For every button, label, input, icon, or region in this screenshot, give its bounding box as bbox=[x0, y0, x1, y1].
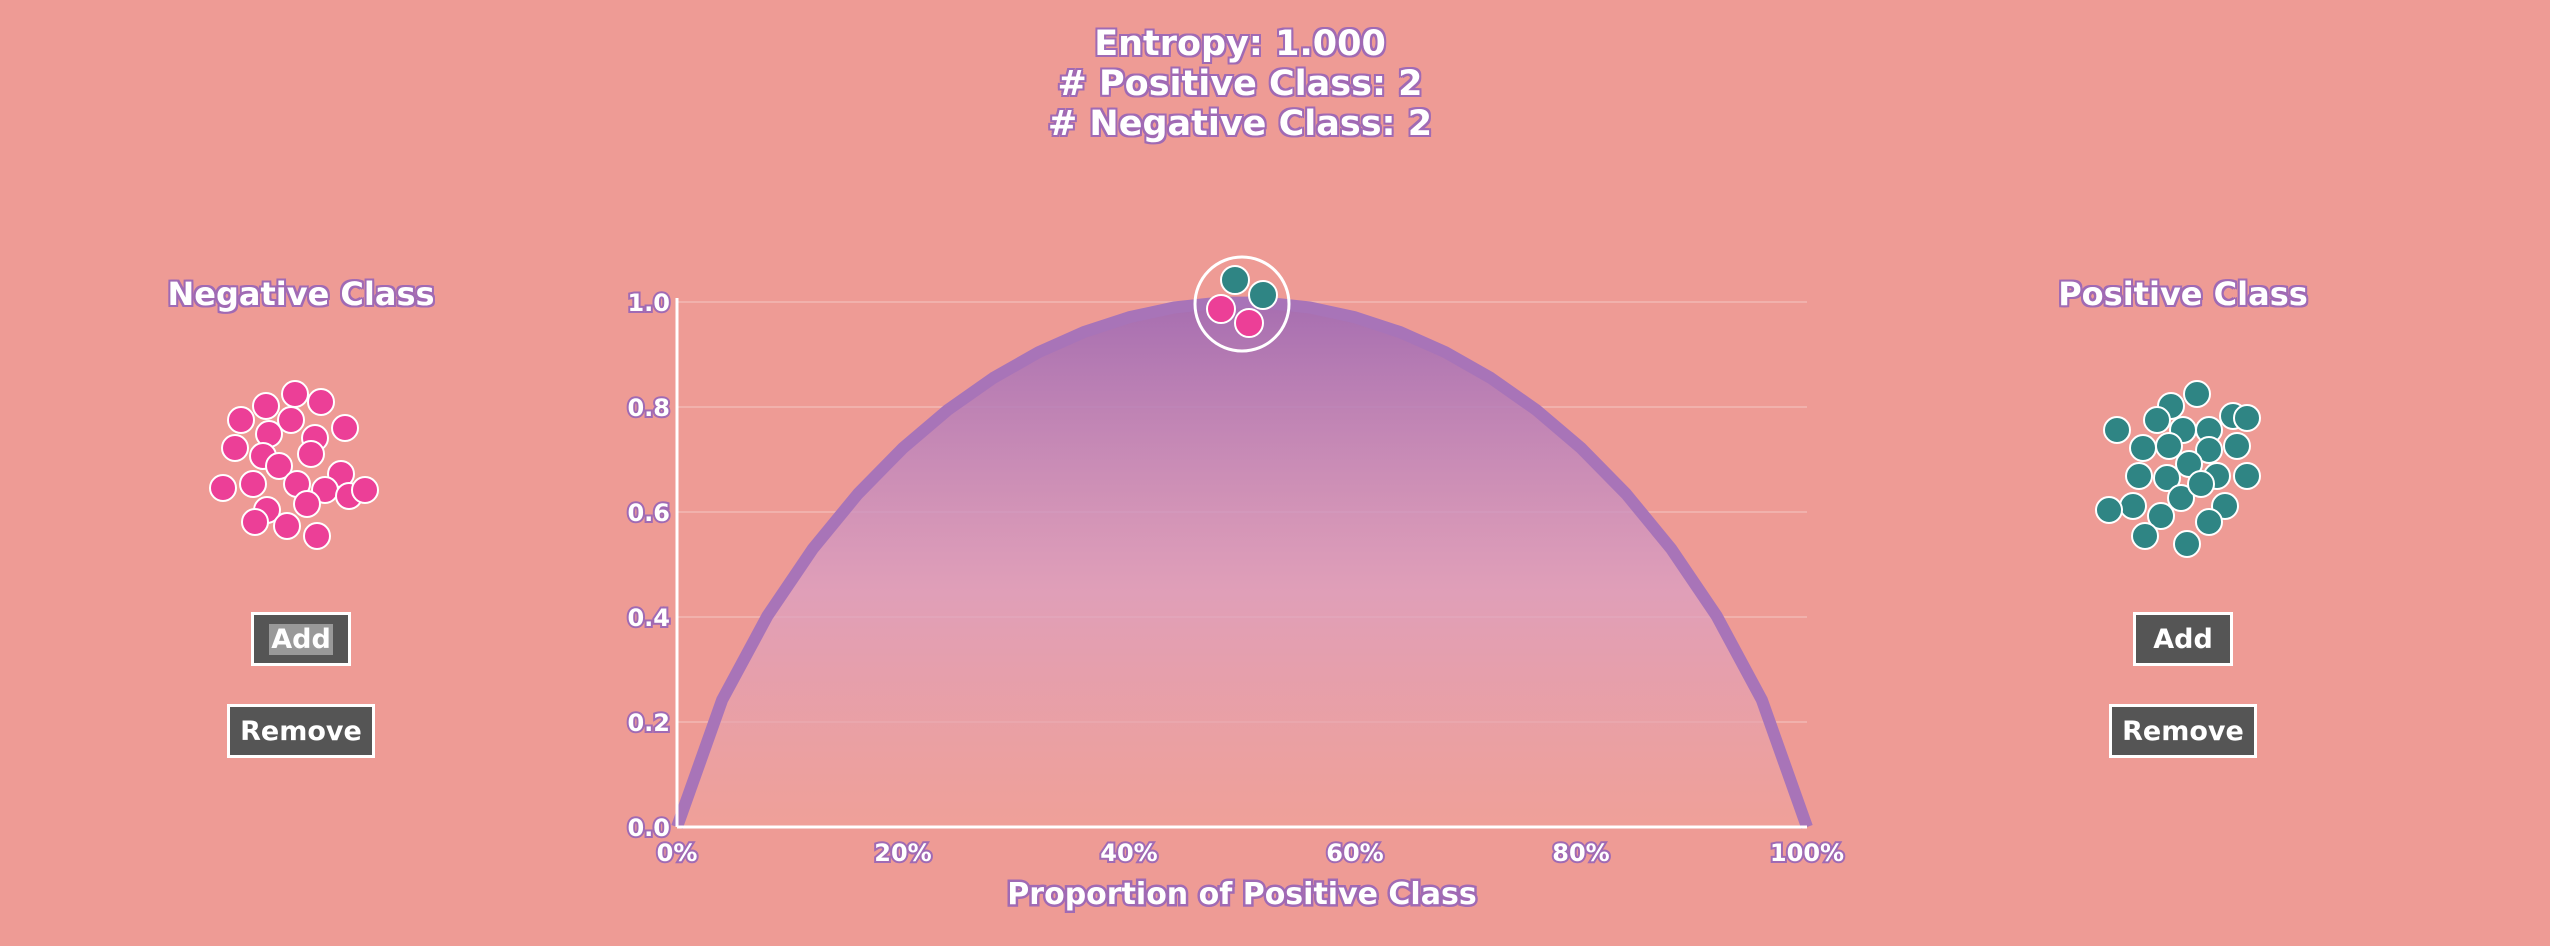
negative-class-ball bbox=[221, 434, 249, 462]
current-point-marker[interactable] bbox=[1193, 255, 1291, 353]
positive-add-button[interactable]: Add bbox=[2133, 612, 2233, 666]
x-tick-label: 0% bbox=[657, 839, 698, 867]
y-tick-label: 0.6 bbox=[627, 499, 670, 527]
negative-class-ball bbox=[241, 508, 269, 536]
entropy-chart: 0.0 0.2 0.4 0.6 0.8 1.0 0% 20% 40% 60% 80% 100% Pr… bbox=[625, 255, 1846, 915]
negative-class-ball bbox=[239, 470, 267, 498]
positive-class-ball bbox=[2167, 484, 2195, 512]
negative-class-ball bbox=[303, 522, 331, 550]
positive-class-ball bbox=[2173, 530, 2201, 558]
negative-add-label: Add bbox=[269, 623, 333, 655]
negative-class-ball bbox=[297, 440, 325, 468]
marker-negative-ball bbox=[1206, 294, 1236, 324]
entropy-header: Entropy: 1.000 # Positive Class: 2 # Neg… bbox=[0, 24, 2480, 144]
positive-remove-button[interactable]: Remove bbox=[2109, 704, 2257, 758]
positive-class-ball bbox=[2095, 496, 2123, 524]
negative-class-ball bbox=[307, 388, 335, 416]
y-tick-labels: 0.0 0.2 0.4 0.6 0.8 1.0 bbox=[625, 287, 672, 844]
negative-remove-button[interactable]: Remove bbox=[227, 704, 375, 758]
negative-count: # Negative Class: 2 bbox=[1047, 104, 1433, 144]
x-tick-labels: 0% 20% 40% 60% 80% 100% bbox=[655, 837, 1846, 869]
x-axis-title: Proportion of Positive Class bbox=[1007, 877, 1476, 912]
positive-class-ball bbox=[2233, 462, 2261, 490]
positive-class-ball bbox=[2183, 380, 2211, 408]
negative-class-ball bbox=[281, 380, 309, 408]
negative-class-ball bbox=[293, 490, 321, 518]
x-tick-label: 100% bbox=[1770, 839, 1844, 867]
entropy-curve bbox=[671, 296, 1813, 830]
x-tick-label: 80% bbox=[1552, 839, 1609, 867]
x-tick-label: 40% bbox=[1100, 839, 1157, 867]
positive-class-ball bbox=[2187, 470, 2215, 498]
y-tick-label: 1.0 bbox=[627, 289, 670, 317]
positive-count: # Positive Class: 2 bbox=[1057, 64, 1423, 104]
negative-class-ball bbox=[227, 406, 255, 434]
negative-class-ball bbox=[273, 512, 301, 540]
x-tick-label: 60% bbox=[1326, 839, 1383, 867]
entropy-area bbox=[677, 302, 1807, 828]
positive-class-ball bbox=[2223, 432, 2251, 460]
y-tick-label: 0.4 bbox=[627, 604, 670, 632]
marker-positive-ball bbox=[1220, 265, 1250, 295]
positive-class-ball bbox=[2125, 462, 2153, 490]
marker-ring bbox=[1193, 255, 1291, 353]
entropy-value: Entropy: 1.000 bbox=[1094, 24, 1386, 64]
positive-class-ball bbox=[2169, 416, 2197, 444]
negative-class-ball bbox=[331, 414, 359, 442]
positive-class-ball bbox=[2103, 416, 2131, 444]
marker-positive-ball bbox=[1248, 280, 1278, 310]
positive-class-ball bbox=[2233, 404, 2261, 432]
positive-class-ball bbox=[2195, 508, 2223, 536]
negative-class-ball bbox=[209, 474, 237, 502]
y-tick-label: 0.2 bbox=[627, 709, 670, 737]
positive-class-ball bbox=[2143, 406, 2171, 434]
marker-negative-ball bbox=[1234, 308, 1264, 338]
y-tick-label: 0.8 bbox=[627, 394, 670, 422]
negative-ball-cluster bbox=[201, 372, 401, 552]
negative-class-ball bbox=[252, 392, 280, 420]
positive-class-ball bbox=[2129, 434, 2157, 462]
positive-class-ball bbox=[2131, 522, 2159, 550]
y-tick-label: 0.0 bbox=[627, 814, 670, 842]
positive-ball-cluster bbox=[2083, 372, 2283, 558]
x-tick-label: 20% bbox=[874, 839, 931, 867]
negative-add-button[interactable]: Add bbox=[251, 612, 351, 666]
negative-class-ball bbox=[351, 476, 379, 504]
negative-class-title: Negative Class bbox=[167, 275, 435, 313]
positive-class-ball bbox=[2119, 492, 2147, 520]
positive-class-title: Positive Class bbox=[2058, 275, 2308, 313]
